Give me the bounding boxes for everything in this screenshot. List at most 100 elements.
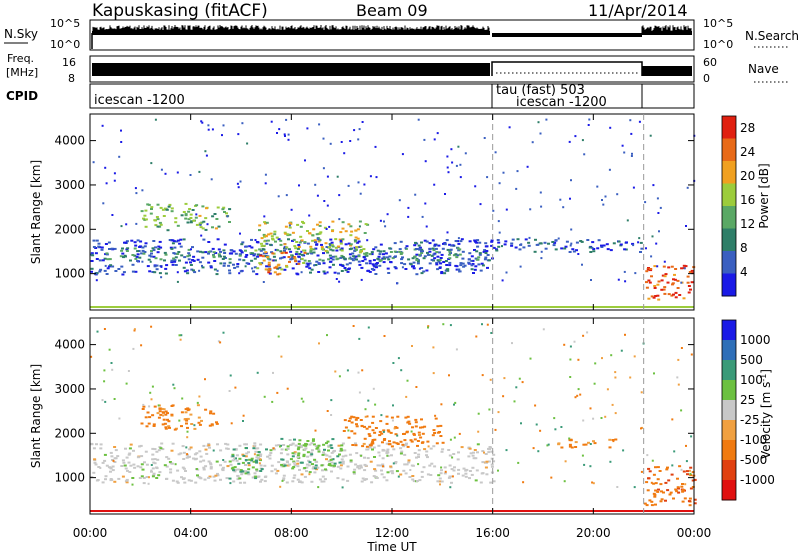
heatmap-cell [400, 262, 404, 265]
heatmap-cell [341, 462, 345, 465]
colorbar-tick-label: 8 [740, 241, 748, 255]
heatmap-cell [135, 192, 138, 195]
heatmap-cell [184, 470, 187, 472]
heatmap-cell [355, 452, 359, 455]
heatmap-cell [451, 161, 454, 164]
heatmap-cell [282, 444, 286, 446]
heatmap-cell [372, 264, 376, 267]
heatmap-cell [173, 260, 177, 263]
heatmap-cell [487, 460, 491, 463]
heatmap-cell [310, 453, 314, 456]
heatmap-cell [142, 403, 145, 406]
heatmap-cell [228, 269, 231, 272]
heatmap-cell [348, 267, 351, 270]
heatmap-cell [174, 221, 178, 224]
heatmap-cell [282, 463, 286, 466]
heatmap-cell [165, 208, 169, 211]
heatmap-cell [552, 244, 556, 247]
heatmap-cell [233, 466, 237, 469]
heatmap-cell [405, 431, 409, 434]
heatmap-cell [422, 257, 426, 260]
x-tick-label: 12:00 [375, 526, 410, 540]
heatmap-cell [412, 267, 416, 270]
heatmap-cell [662, 491, 665, 494]
heatmap-cell [659, 206, 662, 209]
heatmap-cell [299, 225, 303, 228]
heatmap-cell [215, 218, 219, 220]
colorbar-segment [722, 380, 736, 401]
heatmap-cell [106, 258, 110, 261]
heatmap-cell [693, 498, 697, 501]
heatmap-cell [308, 443, 312, 446]
heatmap-cell [655, 242, 658, 245]
heatmap-cell [386, 213, 389, 216]
heatmap-cell [188, 455, 191, 458]
heatmap-cell [357, 467, 361, 470]
heatmap-cell [358, 220, 362, 223]
heatmap-cell [481, 264, 485, 267]
heatmap-cell [317, 450, 321, 453]
heatmap-cell [443, 466, 447, 469]
heatmap-cell [386, 448, 390, 451]
heatmap-cell [278, 272, 282, 275]
heatmap-cell [672, 278, 675, 281]
heatmap-cell [140, 252, 144, 255]
heatmap-cell [288, 463, 292, 466]
heatmap-cell [185, 456, 189, 459]
heatmap-cell [658, 230, 660, 233]
heatmap-cell [481, 374, 484, 377]
heatmap-cell [404, 443, 408, 446]
heatmap-cell [334, 246, 338, 249]
heatmap-cell [153, 271, 157, 274]
heatmap-cell [176, 239, 180, 242]
heatmap-cell [213, 268, 217, 271]
heatmap-cell [341, 442, 345, 445]
heatmap-cell [125, 240, 129, 243]
heatmap-cell [449, 438, 452, 441]
heatmap-cell [149, 212, 153, 215]
heatmap-cell [683, 497, 687, 500]
heatmap-cell [314, 445, 318, 447]
heatmap-cell [251, 476, 255, 479]
heatmap-cell [372, 259, 376, 262]
heatmap-cell [690, 353, 693, 356]
heatmap-cell [150, 325, 153, 328]
heatmap-cell [376, 257, 380, 260]
heatmap-cell [358, 263, 362, 266]
heatmap-cell [467, 455, 471, 458]
heatmap-cell [249, 252, 253, 255]
heatmap-cell [653, 495, 657, 498]
heatmap-cell [266, 256, 270, 259]
cpid-segment-3: icescan -1200 [516, 95, 607, 110]
heatmap-cell [423, 425, 427, 428]
heatmap-cell [284, 448, 288, 451]
heatmap-cell [267, 271, 271, 274]
heatmap-cell [380, 414, 383, 417]
heatmap-cell [674, 488, 678, 491]
heatmap-cell [235, 459, 239, 462]
heatmap-cell [398, 199, 401, 202]
heatmap-cell [242, 259, 246, 262]
heatmap-cell [569, 438, 573, 441]
heatmap-cell [474, 257, 478, 260]
heatmap-cell [262, 281, 265, 283]
heatmap-cell [344, 269, 348, 272]
heatmap-cell [134, 270, 138, 273]
heatmap-cell [152, 255, 156, 258]
heatmap-cell [181, 397, 184, 400]
heatmap-cell [385, 452, 389, 455]
heatmap-cell [198, 423, 202, 426]
heatmap-cell [455, 164, 458, 167]
heatmap-cell [140, 463, 144, 466]
velocity-colorbar-label-end: ] [759, 369, 773, 374]
heatmap-cell [262, 233, 266, 236]
heatmap-cell [199, 477, 203, 480]
heatmap-cell [276, 264, 280, 267]
heatmap-cell [333, 462, 337, 465]
heatmap-cell [392, 448, 396, 451]
heatmap-cell [371, 429, 375, 432]
heatmap-cell [363, 258, 367, 261]
heatmap-cell [368, 446, 372, 449]
cpid-label: CPID [6, 89, 38, 103]
heatmap-cell [439, 483, 441, 486]
